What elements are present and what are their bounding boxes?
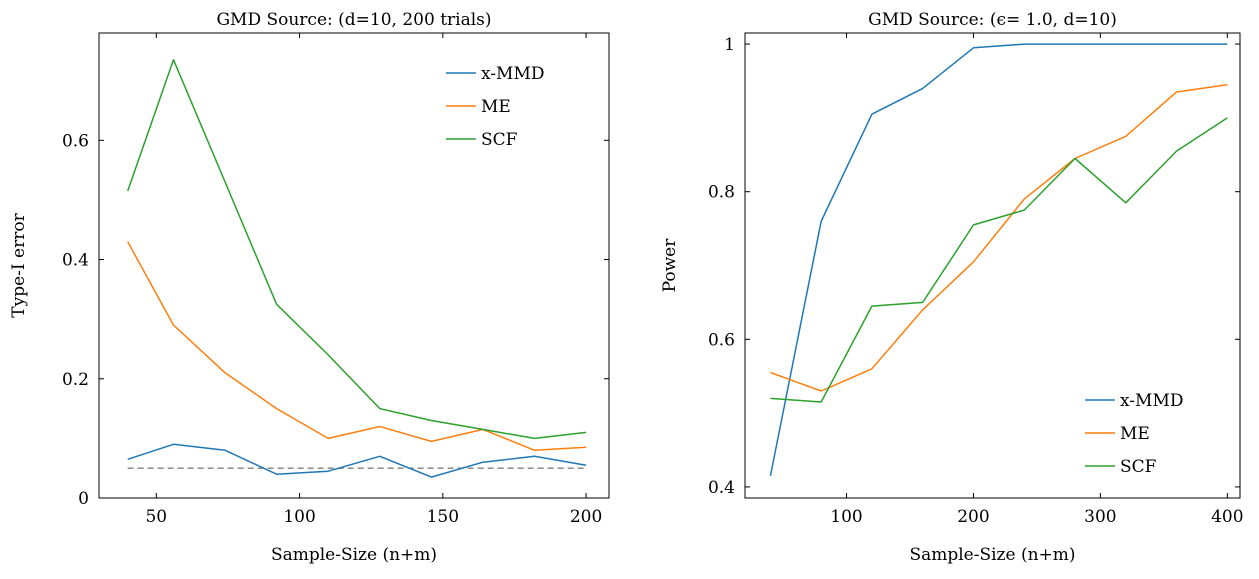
series-line-me [770,85,1227,391]
y-tick-label: 0.8 [708,183,735,203]
x-axis-label: Sample-Size (n+m) [271,545,437,565]
series-line-scf [128,60,586,439]
chart-title: GMD Source: (ϵ= 1.0, d=10) [868,10,1117,30]
chart-title: GMD Source: (d=10, 200 trials) [216,10,491,30]
y-tick-label: 0.6 [62,131,89,151]
left-panel: GMD Source: (d=10, 200 trials) 50 100 150 20… [9,10,609,565]
x-tick-label: 200 [957,507,989,527]
y-axis-label: Power [660,238,680,293]
x-tick-label: 150 [427,507,459,527]
plot-frame [745,33,1240,498]
legend-label-x-mmd: x-MMD [1120,391,1183,411]
y-tick-label: 0.2 [62,370,89,390]
y-tick-label: 0 [78,489,89,509]
y-axis-label: Type-I error [9,212,29,317]
legend-label-me: ME [481,97,511,117]
y-tick-label: 0.4 [708,478,735,498]
legend-label-scf: SCF [1120,457,1157,477]
x-tick-label: 300 [1084,507,1116,527]
right-panel: GMD Source: (ϵ= 1.0, d=10) 100 200 300 400 0.… [660,10,1244,565]
series-line-x-mmd [770,44,1227,476]
series-line-x-mmd [128,444,586,477]
legend-label-me: ME [1120,424,1150,444]
series-line-me [128,242,586,451]
y-tick-label: 1 [724,35,735,55]
x-tick-label: 200 [570,507,602,527]
plot-frame [99,33,609,498]
x-tick-label: 50 [145,507,167,527]
y-tick-label: 0.4 [62,251,89,271]
y-tick-label: 0.6 [708,330,735,350]
x-axis-label: Sample-Size (n+m) [909,545,1075,565]
series-line-scf [770,118,1227,402]
legend-label-scf: SCF [481,130,518,150]
x-tick-label: 100 [830,507,862,527]
x-tick-label: 400 [1211,507,1243,527]
x-tick-label: 100 [283,507,315,527]
legend-label-x-mmd: x-MMD [481,64,544,84]
